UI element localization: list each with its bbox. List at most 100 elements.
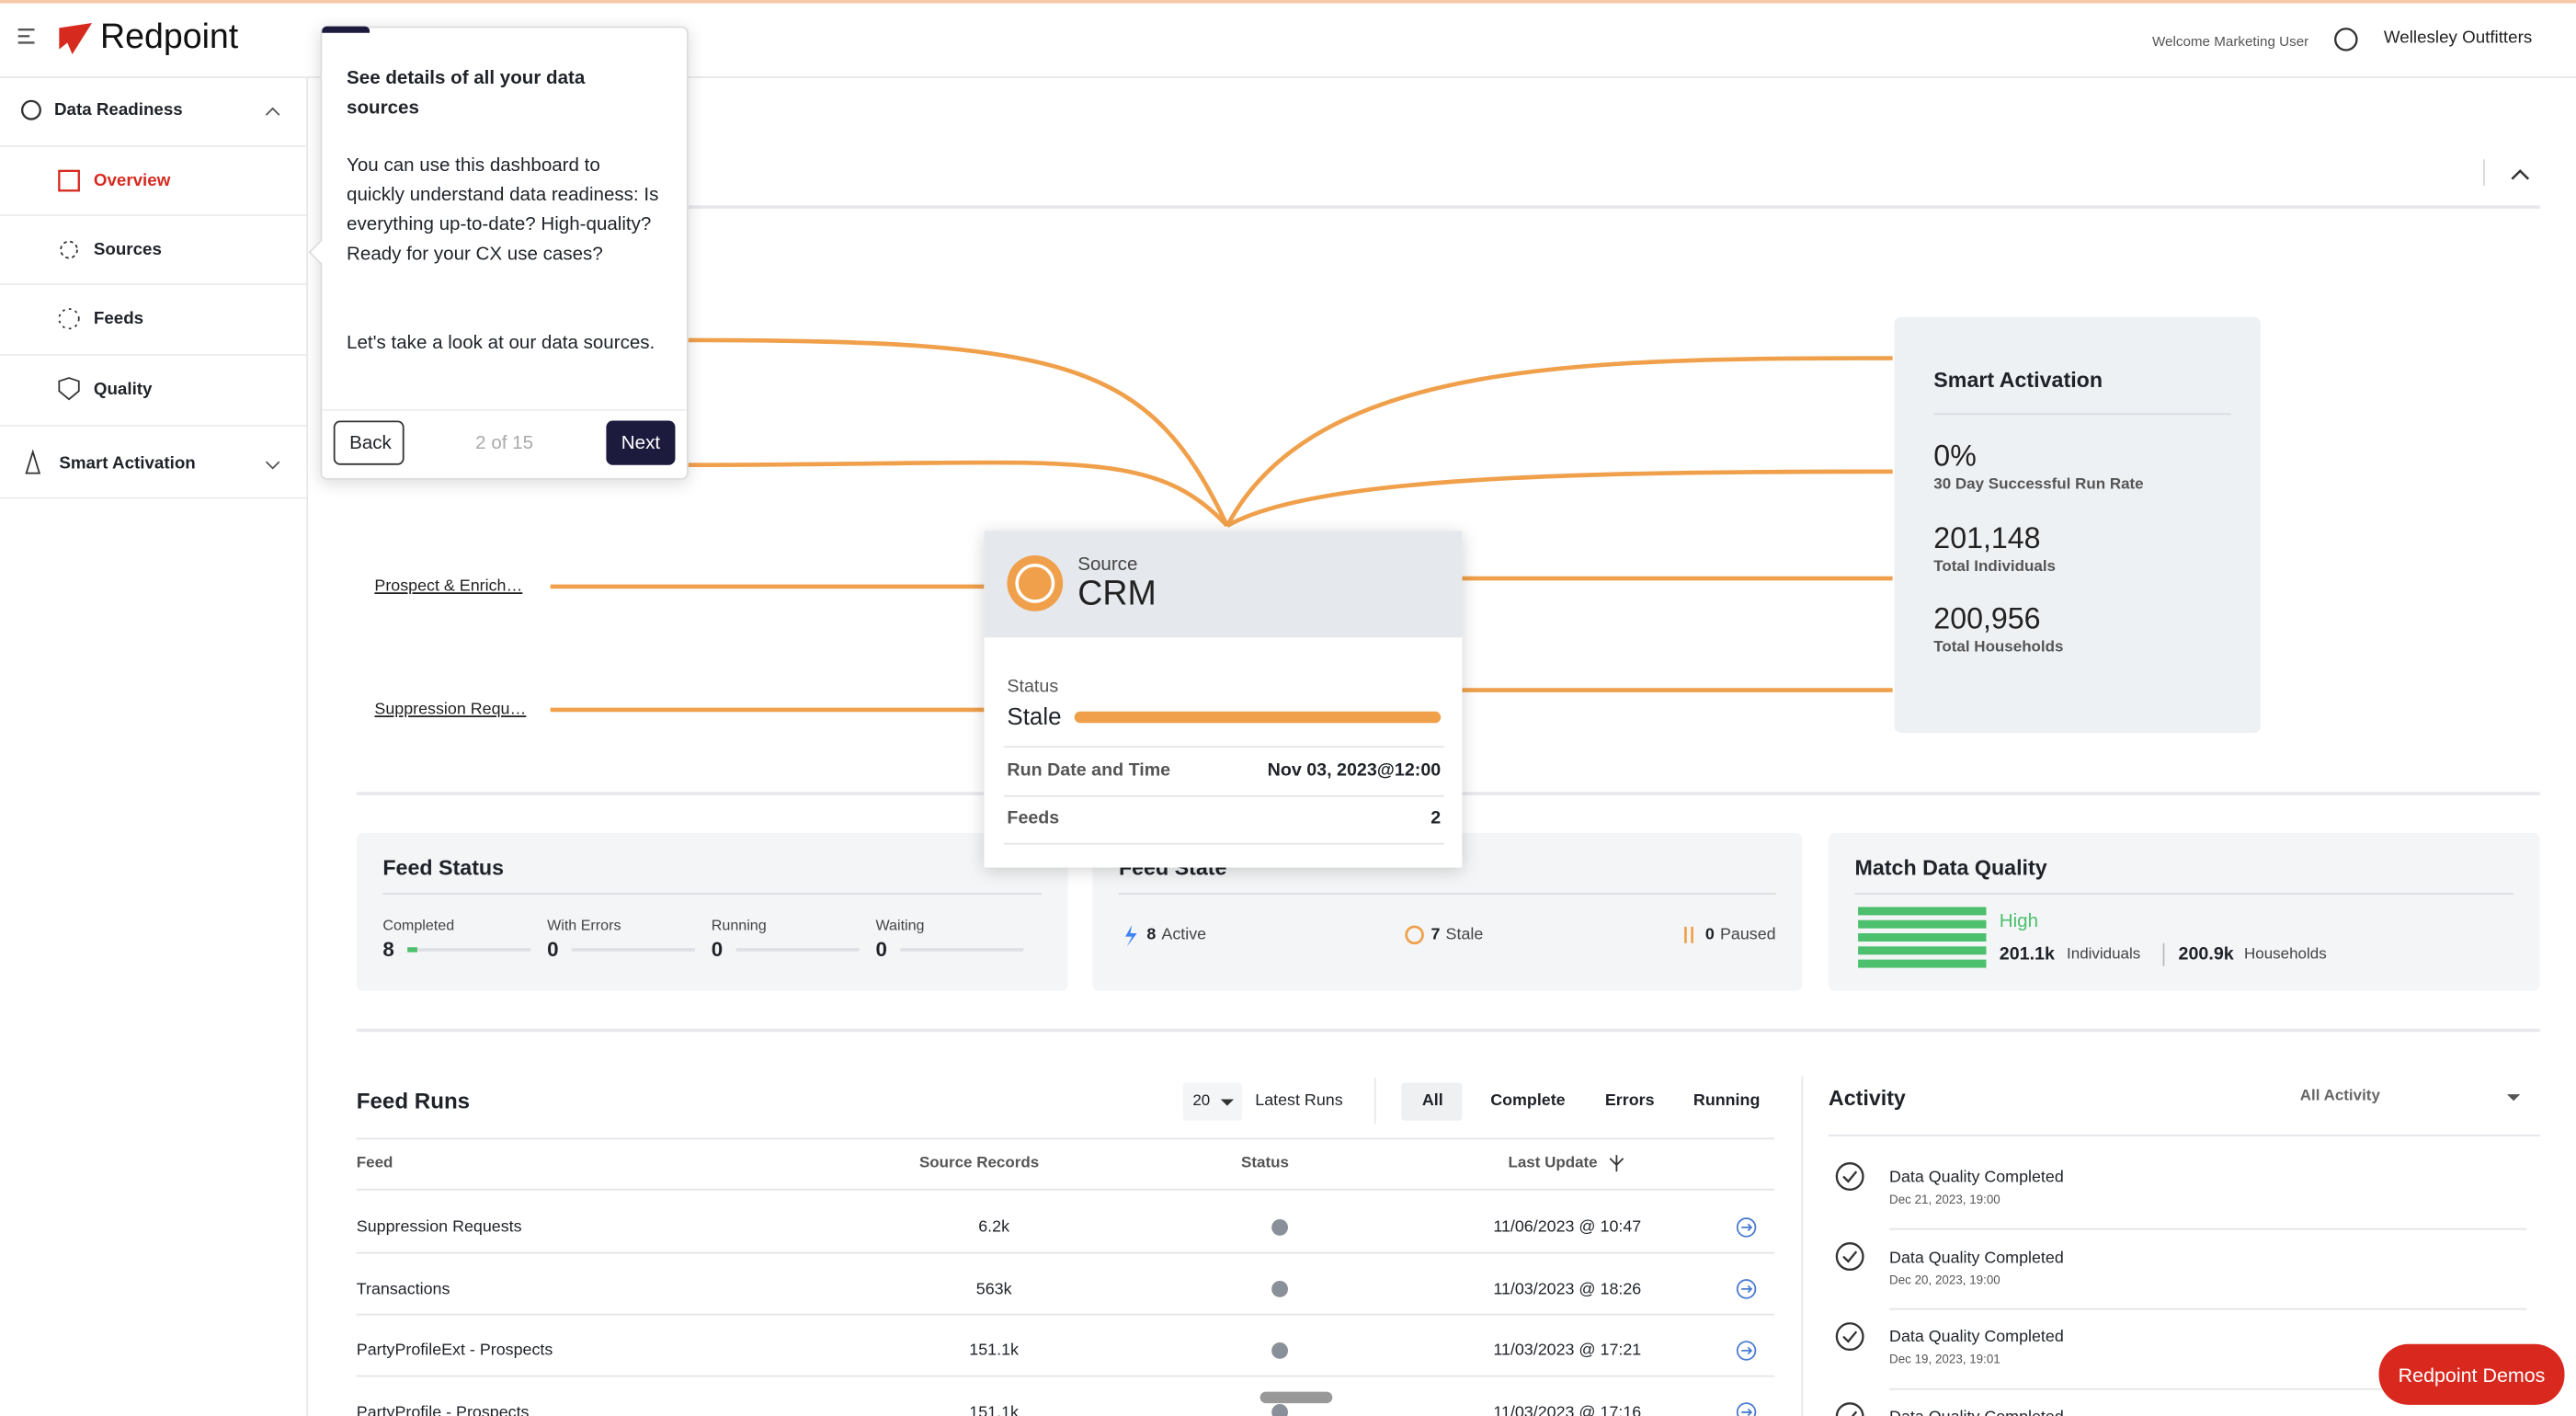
filter-tab[interactable]: All (1421, 1091, 1443, 1111)
sort-icon[interactable] (1609, 1155, 1624, 1172)
back-button[interactable]: Back (333, 420, 405, 465)
activation-panel (1894, 316, 2261, 734)
check-icon (1835, 1242, 1864, 1271)
view-label[interactable]: Latest Runs (1255, 1091, 1343, 1111)
quality-label: Individuals (2067, 945, 2141, 965)
quality-icon (58, 377, 80, 401)
match-quality-card (1828, 833, 2540, 991)
activity-date: Dec 21, 2023, 19:00 (1889, 1192, 2000, 1207)
field-value: Nov 03, 2023@12:00 (1267, 760, 1442, 781)
page-size-select[interactable] (1182, 1082, 1242, 1121)
panel-title: Smart Activation (1933, 367, 2103, 393)
activity-title: Data Quality Completed (1889, 1329, 2064, 1348)
tour-title: See details of all your data sources (347, 69, 586, 119)
column-header: Source Records (918, 1154, 1040, 1173)
status-label: With Errors (547, 917, 621, 934)
row-link[interactable] (1736, 1279, 1757, 1299)
sidebar-separators (0, 145, 308, 499)
rule (1003, 842, 1444, 845)
status-value: 0 (711, 938, 724, 962)
section-title: Feed Runs (356, 1088, 471, 1113)
feed-name: Transactions (356, 1280, 450, 1298)
filter-tab[interactable]: Errors (1604, 1091, 1655, 1111)
card-title: Feed Status (382, 855, 505, 880)
chevron-up (265, 107, 280, 116)
tour-text: You can use this dashboard to quickly un… (347, 155, 659, 265)
nav-item[interactable]: Overview (93, 170, 171, 191)
sources-icon (60, 240, 78, 259)
row-link[interactable] (1736, 1402, 1757, 1416)
nav-group[interactable]: Smart Activation (59, 453, 196, 474)
tour-text: Let's take a look at our data sources. (347, 333, 655, 354)
feed-state-card (1092, 833, 1803, 991)
activity-filter[interactable]: All Activity (2299, 1087, 2380, 1105)
account-name[interactable]: Wellesley Outfitters (2383, 28, 2533, 48)
quality-label: Households (2244, 945, 2327, 965)
state-count: 7 (1430, 925, 1441, 944)
logo-mark (59, 23, 93, 54)
stale-icon (1405, 925, 1424, 945)
check-icon (1835, 1162, 1864, 1191)
row-link[interactable] (1736, 1217, 1757, 1238)
check-icon (1835, 1322, 1864, 1352)
state-label: Paused (1719, 925, 1776, 944)
nav-item[interactable]: Feeds (93, 308, 144, 329)
filter-tab[interactable]: Running (1693, 1091, 1761, 1111)
feed-name: Suppression Requests (356, 1218, 522, 1237)
feeds-icon (58, 308, 80, 330)
activity-title: Data Quality Completed (1889, 1249, 2064, 1268)
nav-item[interactable]: Quality (93, 379, 153, 400)
field-label: Run Date and Time (1007, 760, 1171, 781)
source-link[interactable]: Prospect & Enrich… (374, 577, 523, 596)
tour-step: 2 of 15 (475, 433, 534, 454)
source-records: 6.2k (978, 1218, 1010, 1237)
metric-label: Total Individuals (1933, 556, 2056, 576)
nav-item[interactable]: Sources (93, 239, 162, 260)
brand: Redpoint (100, 17, 239, 56)
user-icon (2334, 28, 2358, 51)
next-button[interactable]: Next (606, 420, 676, 465)
metric-value: 0% (1933, 440, 1977, 473)
arrow (1741, 1223, 1753, 1232)
state-count: 8 (1146, 925, 1157, 944)
source-records: 563k (975, 1280, 1012, 1298)
arrow (1741, 1408, 1753, 1416)
nav-group[interactable]: Data Readiness (53, 100, 183, 120)
stale-bar (1074, 711, 1442, 724)
page-size[interactable]: 20 (1192, 1091, 1211, 1111)
metric-label: Total Households (1933, 638, 2064, 657)
activity-date: Dec 19, 2023, 19:01 (1889, 1352, 2000, 1367)
source-card: Source CRM Status Stale Run Date and Time Nov… (984, 531, 1463, 868)
scrollbar[interactable] (1260, 1391, 1333, 1404)
field-value: Stale (1007, 704, 1062, 732)
button-label: Redpoint Demos (2398, 1363, 2546, 1387)
check (1842, 1250, 1858, 1263)
quality-value: 201.1k (1999, 944, 2055, 965)
demo-button[interactable]: Redpoint Demos (2378, 1343, 2565, 1405)
field-label: Status (1007, 677, 1059, 697)
status-dot (1271, 1280, 1289, 1297)
status-dot (1271, 1218, 1289, 1236)
field-label: Feeds (1007, 808, 1060, 828)
metric-label: 30 Day Successful Run Rate (1933, 475, 2144, 494)
menu-icon (17, 29, 35, 44)
row-link[interactable] (1736, 1341, 1757, 1361)
alert-ring (1015, 563, 1055, 603)
filter-tab[interactable]: Complete (1490, 1091, 1566, 1111)
source-link[interactable]: Suppression Requ… (374, 701, 527, 719)
status-value: 0 (875, 938, 887, 962)
source-card-header (984, 531, 1463, 638)
progress-track (735, 948, 860, 952)
arrow (1741, 1346, 1753, 1355)
progress-fill (407, 947, 417, 953)
activity-date: Dec 20, 2023, 19:00 (1889, 1272, 2000, 1287)
source-records: 151.1k (969, 1342, 1019, 1360)
column-header: Feed (356, 1154, 393, 1173)
activity-title: Data Quality Completed (1889, 1169, 2064, 1188)
last-update: 11/03/2023 @ 17:21 (1493, 1342, 1642, 1360)
state-label: Stale (1445, 925, 1484, 944)
rule (1003, 746, 1444, 748)
